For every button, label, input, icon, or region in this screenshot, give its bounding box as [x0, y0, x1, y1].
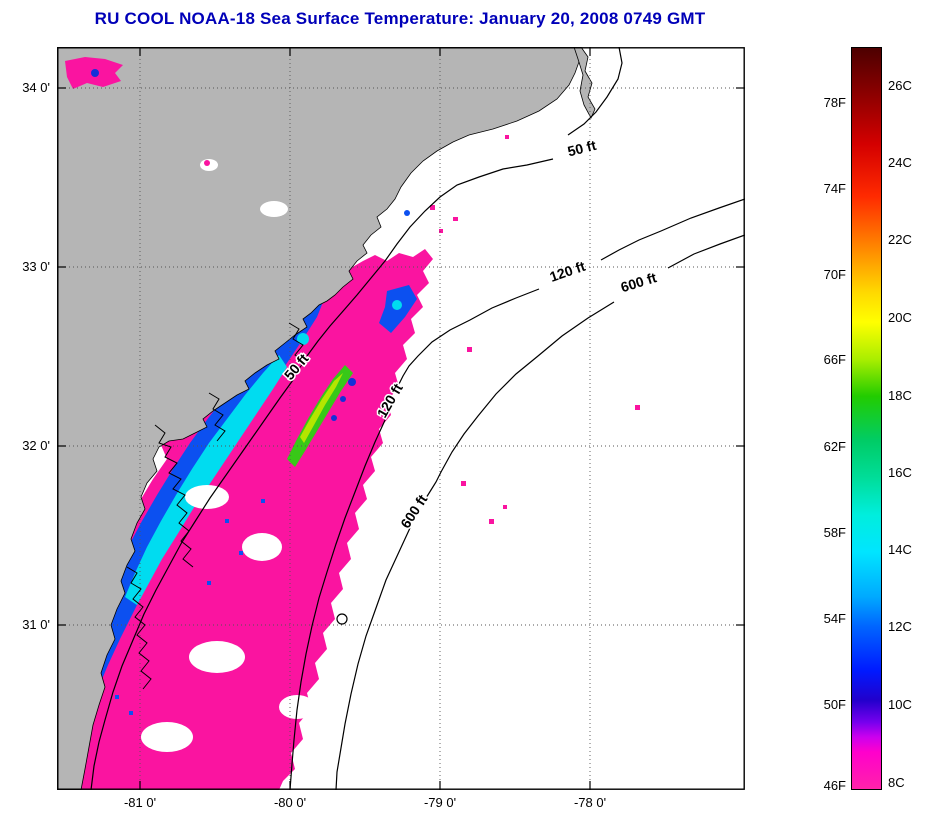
cb-c-14: 14C — [888, 542, 912, 557]
cb-c-8: 8C — [888, 775, 905, 790]
x-tick-80: -80 0' — [273, 795, 307, 810]
cloud-holes — [141, 485, 315, 752]
figure-title: RU COOL NOAA-18 Sea Surface Temperature:… — [94, 9, 706, 28]
plot-frame — [57, 47, 745, 790]
cb-c-22: 22C — [888, 232, 912, 247]
sst-map: 50 ft 120 ft 600 ft 50 ft 120 ft 600 ft — [57, 47, 745, 790]
y-tick-31: 31 0' — [22, 617, 50, 632]
small-contour-ring — [336, 613, 348, 625]
land-overlays — [65, 57, 420, 222]
coastline-vector — [126, 322, 306, 690]
y-tick-33: 33 0' — [22, 259, 50, 274]
sst-deep-blue-dots — [331, 378, 356, 421]
colorbar-gradient — [851, 47, 882, 790]
sst-cyan-core — [125, 300, 402, 605]
x-tick-81: -81 0' — [123, 795, 157, 810]
y-tick-32: 32 0' — [22, 438, 50, 453]
cb-c-18: 18C — [888, 388, 912, 403]
cb-c-16: 16C — [888, 465, 912, 480]
cb-c-26: 26C — [888, 78, 912, 93]
cb-f-50: 50F — [823, 697, 846, 712]
cb-f-46: 46F — [823, 778, 846, 793]
cb-f-78: 78F — [823, 95, 846, 110]
bathymetry-contours — [90, 47, 745, 790]
cb-c-10: 10C — [888, 697, 912, 712]
cb-f-62: 62F — [823, 439, 846, 454]
sst-green-streak — [287, 365, 353, 467]
x-tick-79: -79 0' — [423, 795, 457, 810]
cb-f-66: 66F — [823, 352, 846, 367]
cb-f-54: 54F — [823, 611, 846, 626]
cb-f-74: 74F — [823, 181, 846, 196]
cb-f-58: 58F — [823, 525, 846, 540]
x-tick-78: -78 0' — [573, 795, 607, 810]
cb-c-24: 24C — [888, 155, 912, 170]
cb-c-12: 12C — [888, 619, 912, 634]
grid-lines — [57, 47, 745, 790]
cb-f-70: 70F — [823, 267, 846, 282]
cb-c-20: 20C — [888, 310, 912, 325]
land-region — [57, 47, 596, 790]
y-tick-34: 34 0' — [22, 80, 50, 95]
